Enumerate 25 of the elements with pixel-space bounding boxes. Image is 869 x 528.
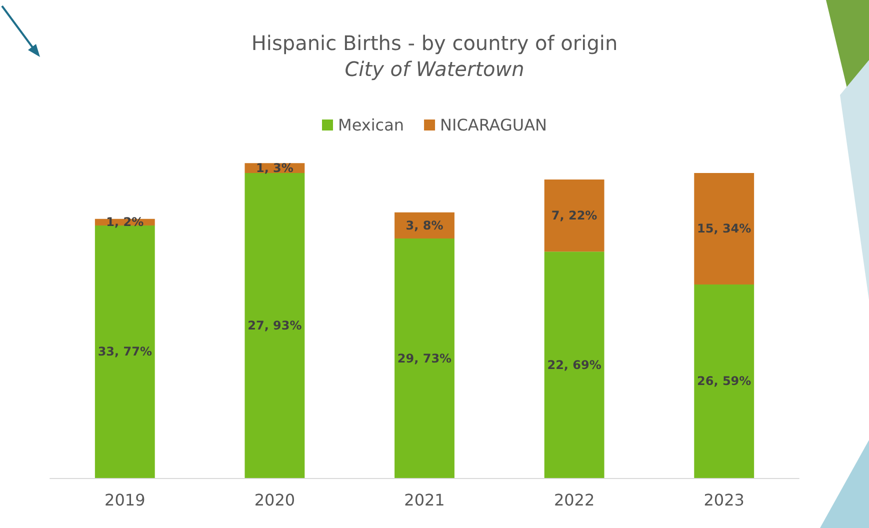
data-label: 1, 3% [256,161,294,176]
data-label: 22, 69% [547,358,602,372]
bar [244,172,305,478]
data-label: 3, 8% [406,218,444,232]
x-tick-label: 2019 [104,490,146,510]
bar [394,238,454,478]
chart-subtitle: City of Watertown [344,57,524,81]
legend-label: Mexican [338,116,404,134]
bar [544,180,604,252]
data-label: 26, 59% [697,374,752,388]
data-label: 1, 2% [106,215,144,230]
x-tick-label: 2020 [254,490,296,510]
x-tick-label: 2022 [554,490,595,510]
bar [694,284,754,478]
legend-label: NICARAGUAN [440,116,547,134]
bar [544,252,604,478]
data-label: 33, 77% [98,344,152,359]
data-label: 15, 34% [697,222,752,236]
chart-title: Hispanic Births - by country of origin [251,31,618,55]
data-label: 27, 93% [248,318,302,332]
data-label: 29, 73% [397,351,452,366]
x-tick-label: 2021 [404,490,445,510]
bar [694,172,754,284]
x-tick-label: 2023 [704,490,744,510]
data-label: 7, 22% [551,208,598,223]
